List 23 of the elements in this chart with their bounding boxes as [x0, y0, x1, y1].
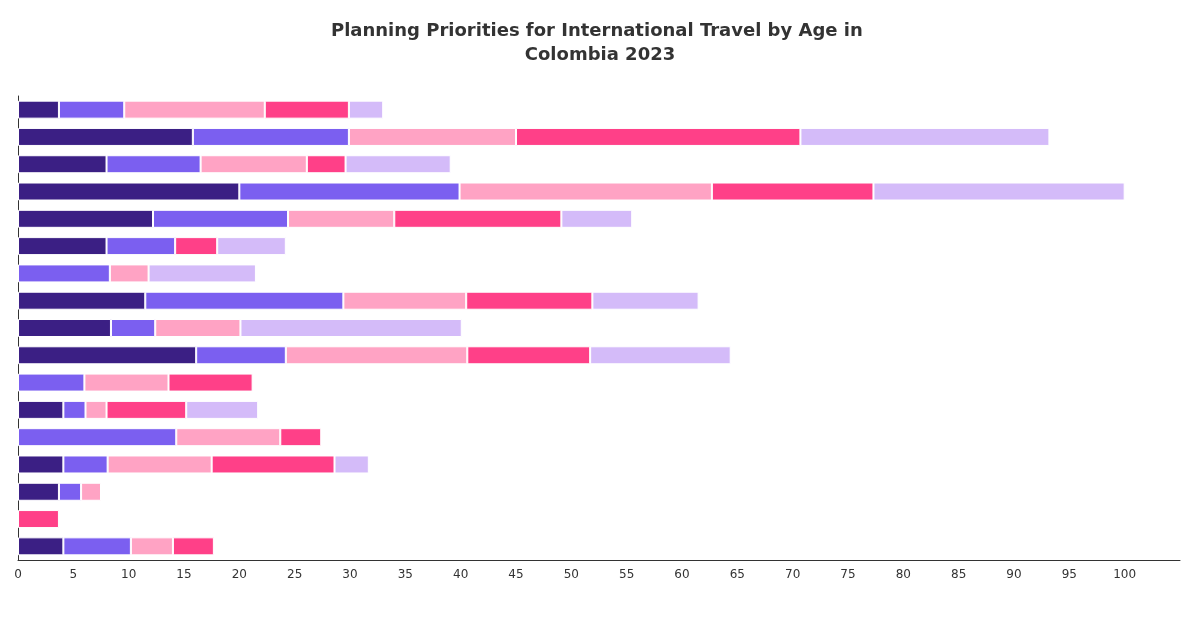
x-tick-label: 30 — [342, 567, 358, 581]
bar — [18, 510, 59, 529]
x-tick-label: 95 — [1061, 567, 1077, 581]
x-tick-label: 40 — [453, 567, 469, 581]
x-tick-label: 0 — [14, 567, 22, 581]
x-tick-label: 45 — [508, 567, 524, 581]
x-tick-label: 15 — [176, 567, 192, 581]
x-tick-label: 5 — [69, 567, 78, 581]
x-tick-label: 85 — [951, 567, 967, 581]
x-tick-label: 70 — [785, 567, 801, 581]
chart-title: Planning Priorities for International Travel by Age in Colombia 2023 — [330, 18, 870, 64]
x-tick-label: 25 — [287, 567, 303, 581]
x-tick-label: 100 — [1113, 567, 1137, 581]
x-tick-label: 90 — [1006, 567, 1022, 581]
x-tick-label: 80 — [895, 567, 911, 581]
x-tick-label: 10 — [121, 567, 137, 581]
x-tick-label: 20 — [231, 567, 247, 581]
x-tick-label: 35 — [397, 567, 413, 581]
x-tick-label: 50 — [563, 567, 579, 581]
x-tick-label: 60 — [674, 567, 690, 581]
x-tick-label: 65 — [729, 567, 745, 581]
x-tick-label: 55 — [619, 567, 635, 581]
x-tick-label: 75 — [840, 567, 856, 581]
